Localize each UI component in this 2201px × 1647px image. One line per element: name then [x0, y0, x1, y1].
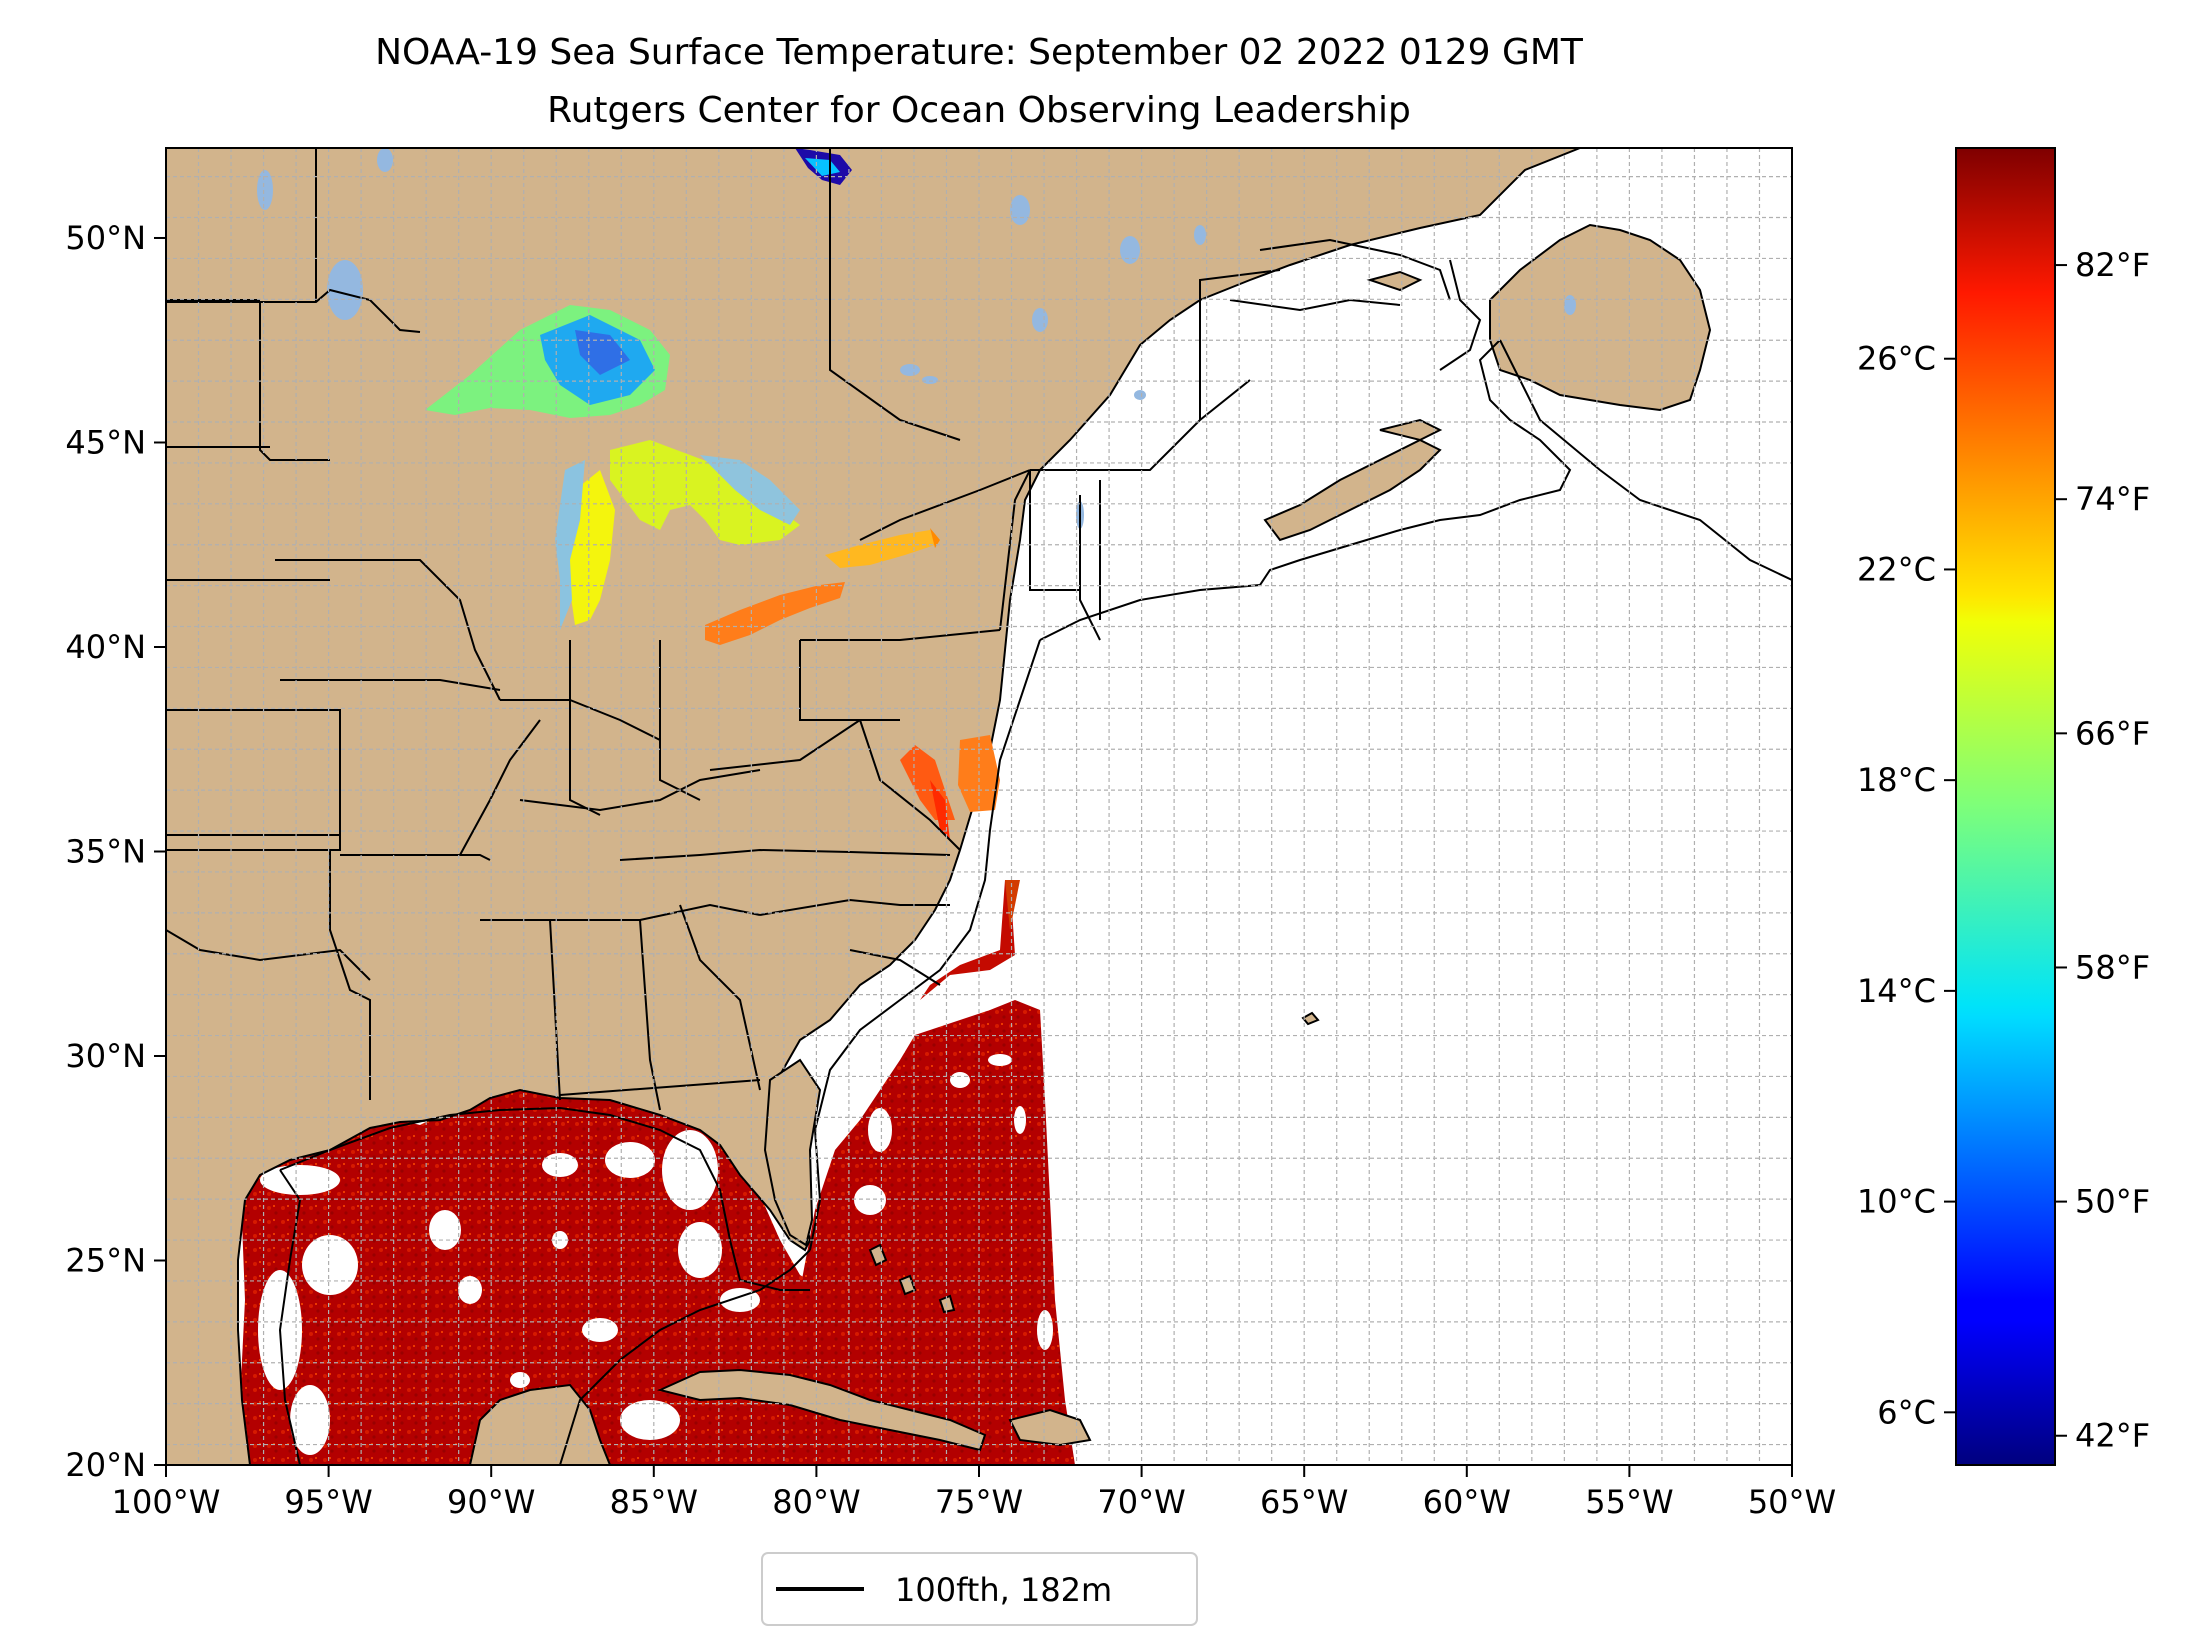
lat-tick-label: 20°N — [65, 1446, 146, 1484]
celsius-tick-label: 22°C — [1857, 550, 1936, 588]
lon-tick-label: 90°W — [447, 1483, 535, 1521]
fahrenheit-tick-label: 50°F — [2075, 1183, 2150, 1221]
lat-tick-label: 40°N — [65, 628, 146, 666]
graticule-grid — [166, 148, 1792, 1465]
celsius-tick-label: 10°C — [1857, 1183, 1936, 1221]
lon-tick-label: 80°W — [772, 1483, 860, 1521]
colorbar-celsius-ticks: 6°C 10°C 14°C 18°C 22°C 26°C — [1857, 340, 1956, 1431]
lon-tick-label: 70°W — [1097, 1483, 1185, 1521]
colorbar: 6°C 10°C 14°C 18°C 22°C 26°C 42°F 50°F 58°F 66°F… — [1857, 147, 2150, 1466]
lat-tick-label: 50°N — [65, 219, 146, 257]
legend-label: 100fth, 182m — [895, 1571, 1112, 1609]
lat-tick-label: 30°N — [65, 1037, 146, 1075]
great-lakes-sst — [425, 148, 940, 645]
celsius-tick-label: 6°C — [1877, 1393, 1936, 1431]
lon-tick-label: 85°W — [610, 1483, 698, 1521]
lat-tick-label: 45°N — [65, 423, 146, 461]
celsius-tick-label: 18°C — [1857, 761, 1936, 799]
lon-tick-label: 95°W — [284, 1483, 372, 1521]
map-panel[interactable] — [166, 148, 1792, 1465]
lon-axis: 100°W 95°W 90°W 85°W 80°W 75°W 70°W 65°W 60°W 55°… — [112, 1465, 1836, 1521]
fahrenheit-tick-label: 42°F — [2075, 1417, 2150, 1455]
lon-tick-label: 65°W — [1260, 1483, 1348, 1521]
map-title: NOAA-19 Sea Surface Temperature: Septemb… — [375, 32, 1584, 73]
fahrenheit-tick-label: 82°F — [2075, 246, 2150, 284]
celsius-tick-label: 26°C — [1857, 340, 1936, 378]
lon-tick-label: 50°W — [1748, 1483, 1836, 1521]
colorbar-fahrenheit-ticks: 42°F 50°F 58°F 66°F 74°F 82°F — [2055, 246, 2150, 1455]
lat-tick-label: 35°N — [65, 832, 146, 870]
fahrenheit-tick-label: 58°F — [2075, 948, 2150, 986]
lon-tick-label: 100°W — [112, 1483, 221, 1521]
lon-tick-label: 55°W — [1585, 1483, 1673, 1521]
fahrenheit-tick-label: 74°F — [2075, 480, 2150, 518]
sst-data-warm — [240, 880, 1075, 1465]
celsius-tick-label: 14°C — [1857, 972, 1936, 1010]
isobath-legend: 100fth, 182m — [761, 1552, 1198, 1626]
lat-tick-label: 25°N — [65, 1241, 146, 1279]
map-subtitle: Rutgers Center for Ocean Observing Leade… — [547, 90, 1411, 131]
colorbar-gradient — [1955, 147, 2056, 1466]
lon-tick-label: 60°W — [1423, 1483, 1511, 1521]
sst-cloud-gaps — [258, 1054, 1053, 1455]
lakes — [257, 148, 1576, 529]
lon-tick-label: 75°W — [935, 1483, 1023, 1521]
fahrenheit-tick-label: 66°F — [2075, 714, 2150, 752]
lat-axis: 20°N 25°N 30°N 35°N 40°N 45°N 50°N — [65, 219, 166, 1484]
isobath-100fth — [278, 238, 1792, 1465]
